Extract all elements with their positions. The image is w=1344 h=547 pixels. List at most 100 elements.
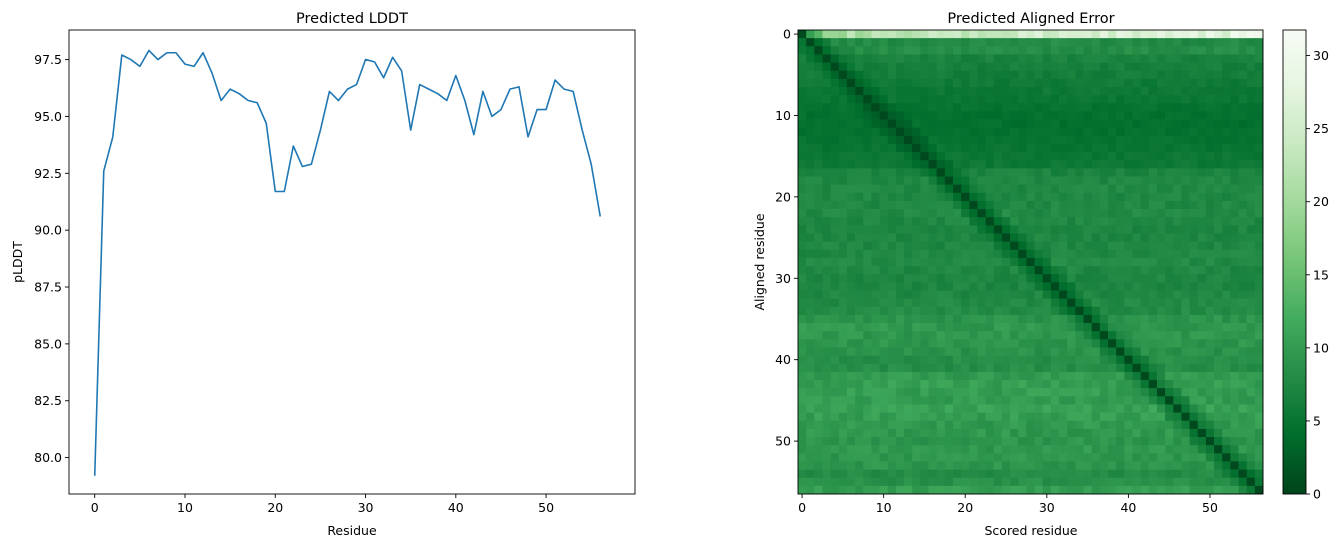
pae-cell (961, 355, 970, 365)
pae-cell (1075, 62, 1084, 72)
pae-cell (1230, 46, 1239, 55)
pae-cell (830, 437, 840, 446)
pae-cell (944, 78, 954, 88)
pae-cell (1116, 62, 1125, 72)
pae-cell (920, 30, 929, 39)
pae-cell (1083, 469, 1093, 479)
pae-cell (969, 347, 978, 356)
pae-cell (985, 200, 995, 210)
pae-cell (1075, 339, 1084, 348)
pae-cell (1140, 388, 1150, 397)
pae-cell (1124, 453, 1133, 462)
pae-cell (1132, 437, 1141, 446)
pae-cell (1246, 200, 1256, 210)
pae-cell (1042, 445, 1052, 454)
pae-cell (1108, 371, 1117, 381)
pae-cell (822, 323, 831, 332)
pae-cell (928, 282, 938, 291)
pae-cell (1230, 437, 1239, 446)
pae-cell (1156, 95, 1166, 104)
pae-cell (1067, 54, 1076, 63)
pae-cell (1083, 168, 1093, 177)
pae-cell (871, 200, 880, 210)
pae-cell (1165, 241, 1174, 251)
pae-cell (1026, 225, 1035, 234)
pae-cell (1010, 420, 1019, 430)
pae-cell (904, 371, 913, 381)
pae-cell (1140, 266, 1150, 275)
pae-cell (1083, 306, 1093, 316)
pae-cell (822, 111, 831, 120)
pae-cell (1018, 306, 1027, 316)
pae-cell (1197, 209, 1207, 218)
pae-cell (1067, 461, 1076, 470)
pae-cell (1091, 249, 1101, 259)
pae-cell (1067, 314, 1076, 324)
pae-cell (1099, 119, 1109, 129)
pae-cell (969, 477, 978, 487)
pae-cell (879, 103, 889, 112)
pae-cell (1059, 469, 1068, 479)
pae-cell (1042, 241, 1052, 251)
pae-cell (879, 388, 889, 397)
pae-cell (1124, 30, 1133, 39)
pae-cell (871, 217, 880, 226)
pae-cell (1148, 314, 1158, 324)
pae-cell (887, 78, 897, 88)
pae-cell (1083, 485, 1093, 495)
pae-cell (1050, 347, 1060, 356)
pae-cell (977, 412, 986, 422)
pae-cell (1116, 176, 1125, 186)
pae-cell (1034, 363, 1044, 373)
pae-cell (855, 314, 864, 324)
pae-cell (1181, 111, 1190, 120)
pae-cell (855, 70, 864, 80)
pae-cell (1108, 209, 1117, 218)
pae-cell (993, 380, 1003, 389)
pae-cell (1173, 78, 1182, 88)
pae-cell (830, 217, 840, 226)
pae-cell (887, 54, 897, 63)
pae-cell (1181, 323, 1190, 332)
pae-cell (879, 135, 889, 145)
pae-cell (1222, 469, 1231, 479)
pae-cell (961, 453, 970, 462)
pae-heatmap-cells (798, 30, 1264, 495)
pae-cell (1026, 339, 1035, 348)
pae-cell (993, 209, 1003, 218)
pae-cell (1222, 404, 1231, 413)
pae-cell (1124, 241, 1133, 251)
pae-cell (936, 477, 946, 487)
pae-cell (887, 95, 897, 104)
pae-cell (1156, 266, 1166, 275)
pae-cell (1205, 38, 1215, 47)
pae-cell (838, 437, 848, 446)
pae-cell (1165, 445, 1174, 454)
pae-cell (944, 257, 954, 267)
pae-cell (1205, 347, 1215, 356)
pae-cell (806, 241, 815, 251)
pae-cell (1075, 485, 1084, 495)
pae-cell (1001, 306, 1011, 316)
pae-cell (1181, 274, 1190, 283)
pae-cell (1230, 396, 1239, 405)
pae-cell (1059, 298, 1068, 308)
pae-cell (846, 62, 856, 72)
pae-cell (1238, 396, 1248, 405)
pae-cell (961, 192, 970, 202)
pae-cell (977, 95, 986, 104)
pae-cell (806, 266, 815, 275)
pae-cell (1075, 184, 1084, 194)
pae-cell (1197, 274, 1207, 283)
pae-cell (969, 200, 978, 210)
pae-cell (1099, 355, 1109, 365)
pae-cell (814, 323, 823, 332)
pae-cell (1075, 347, 1084, 356)
pae-cell (887, 298, 897, 308)
pae-cell (936, 70, 946, 80)
pae-cell (953, 78, 962, 88)
pae-cell (838, 371, 848, 381)
pae-cell (830, 200, 840, 210)
pae-cell (1001, 380, 1011, 389)
pae-cell (944, 143, 954, 153)
